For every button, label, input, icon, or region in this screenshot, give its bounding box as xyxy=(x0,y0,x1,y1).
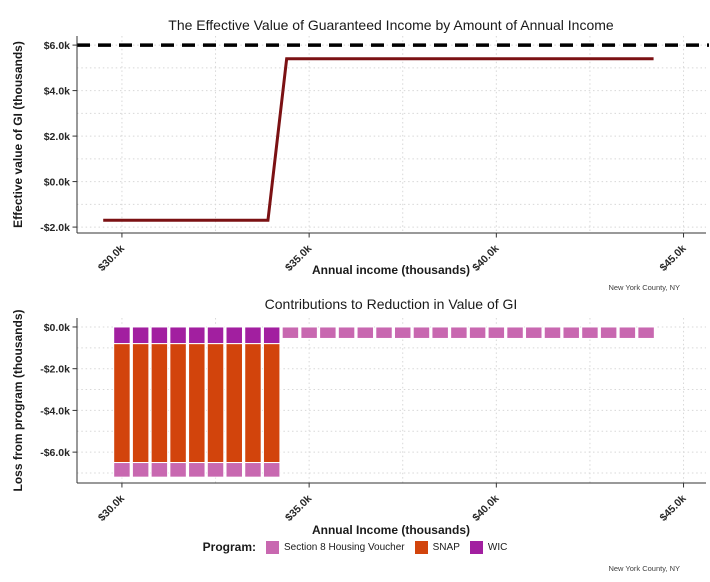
legend-item: WIC xyxy=(469,540,508,554)
bar-segment xyxy=(244,462,262,478)
legend-title: Program: xyxy=(202,540,256,554)
chart2-y-axis-title: Loss from program (thousands) xyxy=(11,309,25,491)
bar-segment xyxy=(150,343,169,464)
bar-segment xyxy=(412,326,431,339)
legend-item: Section 8 Housing Voucher xyxy=(266,540,405,554)
bar-segment xyxy=(131,343,150,464)
bar-segment xyxy=(431,326,449,339)
legend-swatch xyxy=(469,540,483,554)
bar-segment xyxy=(113,343,131,464)
chart2-x-axis-title: Annual Income (thousands) xyxy=(312,523,470,537)
bar-segment xyxy=(525,326,543,339)
bar-segment xyxy=(262,343,281,464)
legend-swatch xyxy=(414,540,428,554)
y-tick-label: -$2.0k xyxy=(40,364,70,376)
x-tick-label: $30.0k xyxy=(96,493,127,524)
bar-segment xyxy=(188,326,206,345)
x-tick-label: $35.0k xyxy=(283,493,314,524)
chart2-caption: New York County, NY xyxy=(608,564,680,573)
legend-item: SNAP xyxy=(414,540,460,554)
bar-segment xyxy=(150,326,169,345)
chart2-plot-panel: $30.0k $35.0k $40.0k $45.0k $0.0k -$2.0k -$4.0… xyxy=(40,318,706,524)
bar-segment xyxy=(375,326,393,339)
bar-segment xyxy=(113,462,131,478)
bar-segment xyxy=(468,326,487,339)
bar-segment xyxy=(188,343,206,464)
y-tick-label: $0.0k xyxy=(44,322,70,334)
bar-segment xyxy=(169,462,187,478)
x-tick-label: $45.0k xyxy=(657,243,688,274)
y-tick-label: $0.0k xyxy=(44,177,70,189)
bar-segment xyxy=(487,326,506,339)
chart1-plot-panel: $30.0k $35.0k $40.0k $45.0k $6.0k $4.0k $2.0k $… xyxy=(40,36,709,274)
bar-segment xyxy=(225,462,243,478)
bar-segment xyxy=(206,343,225,464)
bar-segment xyxy=(618,326,637,339)
bar-segment xyxy=(356,326,375,339)
y-tick-label: -$6.0k xyxy=(40,447,70,459)
bar-segment xyxy=(225,343,243,464)
x-tick-label: $40.0k xyxy=(470,493,501,524)
bar-segment xyxy=(150,462,169,478)
bar-segment xyxy=(637,326,655,339)
chart1-caption: New York County, NY xyxy=(608,283,680,292)
chart1-title: The Effective Value of Guaranteed Income… xyxy=(168,17,614,33)
legend-label: Section 8 Housing Voucher xyxy=(284,541,405,553)
bar-segment xyxy=(188,462,206,478)
legend-label: WIC xyxy=(487,541,508,553)
bar-segment xyxy=(393,326,412,339)
y-tick-label: -$2.0k xyxy=(40,222,70,234)
bar-segment xyxy=(131,326,150,345)
legend: Program: Section 8 Housing Voucher SNAP WI… xyxy=(0,538,710,556)
bar-segment xyxy=(169,343,187,464)
chart1-x-axis-title: Annual income (thousands) xyxy=(312,263,470,277)
bar-segment xyxy=(300,326,318,339)
bar-segment xyxy=(113,326,131,345)
bar-segment xyxy=(169,326,187,345)
bar-segment xyxy=(244,326,262,345)
bar-segment xyxy=(262,326,281,345)
chart2-title: Contributions to Reduction in Value of G… xyxy=(265,296,518,312)
bar-segment xyxy=(581,326,599,339)
x-tick-label: $30.0k xyxy=(96,243,127,274)
bar-segment xyxy=(206,462,225,478)
legend-label: SNAP xyxy=(432,541,460,553)
bar-segment xyxy=(450,326,468,339)
bar-segment xyxy=(506,326,524,339)
x-tick-label: $45.0k xyxy=(657,493,688,524)
bar-segment xyxy=(262,462,281,478)
bar-segment xyxy=(131,462,150,478)
chart1-y-axis-title: Effective value of GI (thousands) xyxy=(11,41,25,228)
bar-segment xyxy=(206,326,225,345)
bar-segment xyxy=(244,343,262,464)
y-tick-label: -$4.0k xyxy=(40,405,70,417)
bar-segment xyxy=(225,326,243,345)
y-tick-label: $4.0k xyxy=(44,86,70,98)
bar-segment xyxy=(543,326,562,339)
bar-segment xyxy=(319,326,337,339)
bar-segment xyxy=(599,326,618,339)
legend-swatch xyxy=(266,540,279,554)
y-tick-label: $2.0k xyxy=(44,131,70,143)
x-tick-label: $35.0k xyxy=(283,243,314,274)
bar-segment xyxy=(562,326,580,339)
y-tick-label: $6.0k xyxy=(44,40,70,52)
x-tick-label: $40.0k xyxy=(470,243,501,274)
data-line xyxy=(103,57,654,222)
bar-segment xyxy=(281,326,300,339)
bar-segment xyxy=(337,326,356,339)
